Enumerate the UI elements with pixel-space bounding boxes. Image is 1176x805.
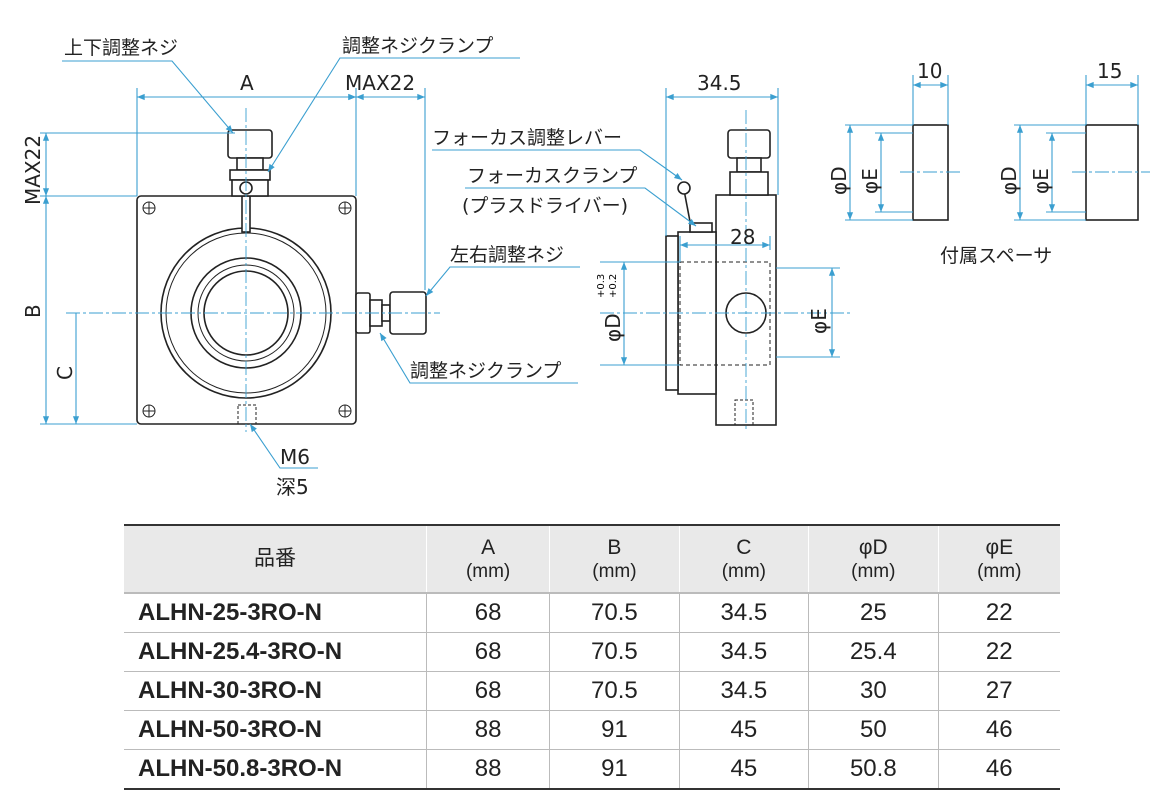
cell-value: 34.5: [678, 632, 809, 672]
header-a: A (mm): [425, 525, 550, 594]
dim-a: A: [240, 71, 254, 95]
cell-value: 46: [937, 710, 1060, 750]
cell-value: 34.5: [678, 671, 809, 711]
cell-value: 34.5: [678, 593, 809, 633]
cell-value: 30: [808, 671, 939, 711]
cell-part-number: ALHN-30-3RO-N: [124, 671, 427, 711]
dim-b: B: [21, 304, 45, 318]
cell-part-number: ALHN-50-3RO-N: [124, 710, 427, 750]
cell-value: 70.5: [549, 671, 680, 711]
header-label: C: [736, 535, 752, 559]
tol-lower: +0.2: [608, 274, 619, 298]
header-phi-e: φE (mm): [937, 525, 1060, 594]
spacer-1: 10 φD φE: [827, 59, 960, 221]
table-row: ALHN-25.4-3RO-N 68 70.5 34.5 25.4 22: [124, 632, 1060, 672]
side-view: 34.5 28 φD +0.3 +0.2 φE フォーカス調整レバー フォーカス…: [432, 71, 850, 432]
technical-drawing: A MAX22 MAX22 B C 上下調整ネジ 調整ネジクランプ 左右調整ネジ…: [21, 35, 1150, 499]
spacer-2-phi-e: φE: [1029, 168, 1053, 194]
cell-value: 70.5: [549, 593, 680, 633]
dim-side-phi-d: φD: [601, 313, 625, 342]
cell-value: 68: [425, 593, 550, 633]
spacer-2: 15 φD φE: [997, 59, 1150, 221]
label-depth: 深5: [276, 475, 309, 499]
cell-value: 25.4: [808, 632, 939, 672]
table-header-row: 品番 A (mm) B (mm) C (mm) φD (mm) φE (mm): [124, 525, 1060, 594]
dim-side-inner: 28: [730, 225, 755, 249]
cell-value: 70.5: [549, 632, 680, 672]
dim-max22-h: MAX22: [345, 71, 415, 95]
header-label: φD: [858, 535, 888, 559]
cell-part-number: ALHN-25-3RO-N: [124, 593, 427, 633]
header-unit: (mm): [592, 560, 637, 582]
cell-part-number: ALHN-50.8-3RO-N: [124, 749, 427, 790]
label-adjust-clamp-side: 調整ネジクランプ: [410, 360, 561, 382]
spacer-2-width: 15: [1097, 59, 1122, 83]
cell-value: 88: [425, 710, 550, 750]
dim-side-phi-e: φE: [807, 308, 831, 334]
cell-value: 27: [937, 671, 1060, 711]
header-unit: (mm): [977, 560, 1022, 582]
cell-value: 25: [808, 593, 939, 633]
label-vertical-adjust-screw: 上下調整ネジ: [64, 37, 178, 59]
header-unit: (mm): [851, 560, 896, 582]
tol-upper: +0.3: [596, 274, 607, 298]
spec-table: 品番 A (mm) B (mm) C (mm) φD (mm) φE (mm) ALHN-…: [124, 524, 1060, 790]
label-focus-clamp: フォーカスクランプ: [467, 165, 637, 187]
header-c: C (mm): [678, 525, 809, 594]
cell-part-number: ALHN-25.4-3RO-N: [124, 632, 427, 672]
header-label: B: [607, 535, 622, 559]
cell-value: 88: [425, 749, 550, 790]
cell-value: 45: [678, 710, 809, 750]
dim-side-width: 34.5: [697, 71, 742, 95]
cell-value: 50.8: [808, 749, 939, 790]
cell-value: 22: [937, 593, 1060, 633]
header-label: A: [481, 535, 496, 559]
dim-max22-v: MAX22: [21, 135, 45, 205]
label-focus-lever: フォーカス調整レバー: [432, 127, 622, 149]
cell-value: 46: [937, 749, 1060, 790]
front-view: A MAX22 MAX22 B C 上下調整ネジ 調整ネジクランプ 左右調整ネジ…: [21, 35, 580, 499]
header-unit: (mm): [465, 560, 511, 582]
header-b: B (mm): [549, 525, 680, 594]
spacer-1-phi-e: φE: [858, 168, 882, 194]
header-label: φE: [985, 535, 1014, 559]
label-thread: M6: [280, 445, 310, 469]
header-label: 品番: [254, 547, 296, 571]
header-part-number: 品番: [124, 525, 427, 594]
label-horizontal-adjust-screw: 左右調整ネジ: [450, 244, 564, 266]
table-row: ALHN-25-3RO-N 68 70.5 34.5 25 22: [124, 593, 1060, 633]
cell-value: 45: [678, 749, 809, 790]
table-row: ALHN-50.8-3RO-N 88 91 45 50.8 46: [124, 749, 1060, 790]
cell-value: 22: [937, 632, 1060, 672]
cell-value: 68: [425, 632, 550, 672]
spacer-1-width: 10: [917, 59, 942, 83]
dim-c: C: [53, 366, 77, 380]
table-row: ALHN-30-3RO-N 68 70.5 34.5 30 27: [124, 671, 1060, 711]
header-unit: (mm): [721, 560, 767, 582]
cell-value: 91: [549, 749, 680, 790]
cell-value: 50: [808, 710, 939, 750]
spacer-caption: 付属スペーサ: [940, 245, 1052, 267]
mount-screw-icons: [142, 201, 352, 418]
cell-value: 91: [549, 710, 680, 750]
label-focus-clamp-note: (プラスドライバー): [462, 195, 628, 217]
spacer-2-phi-d: φD: [997, 166, 1021, 195]
cell-value: 68: [425, 671, 550, 711]
header-phi-d: φD (mm): [808, 525, 939, 594]
table-row: ALHN-50-3RO-N 88 91 45 50 46: [124, 710, 1060, 750]
spacer-1-phi-d: φD: [827, 166, 851, 195]
label-adjust-clamp-top: 調整ネジクランプ: [342, 35, 493, 57]
